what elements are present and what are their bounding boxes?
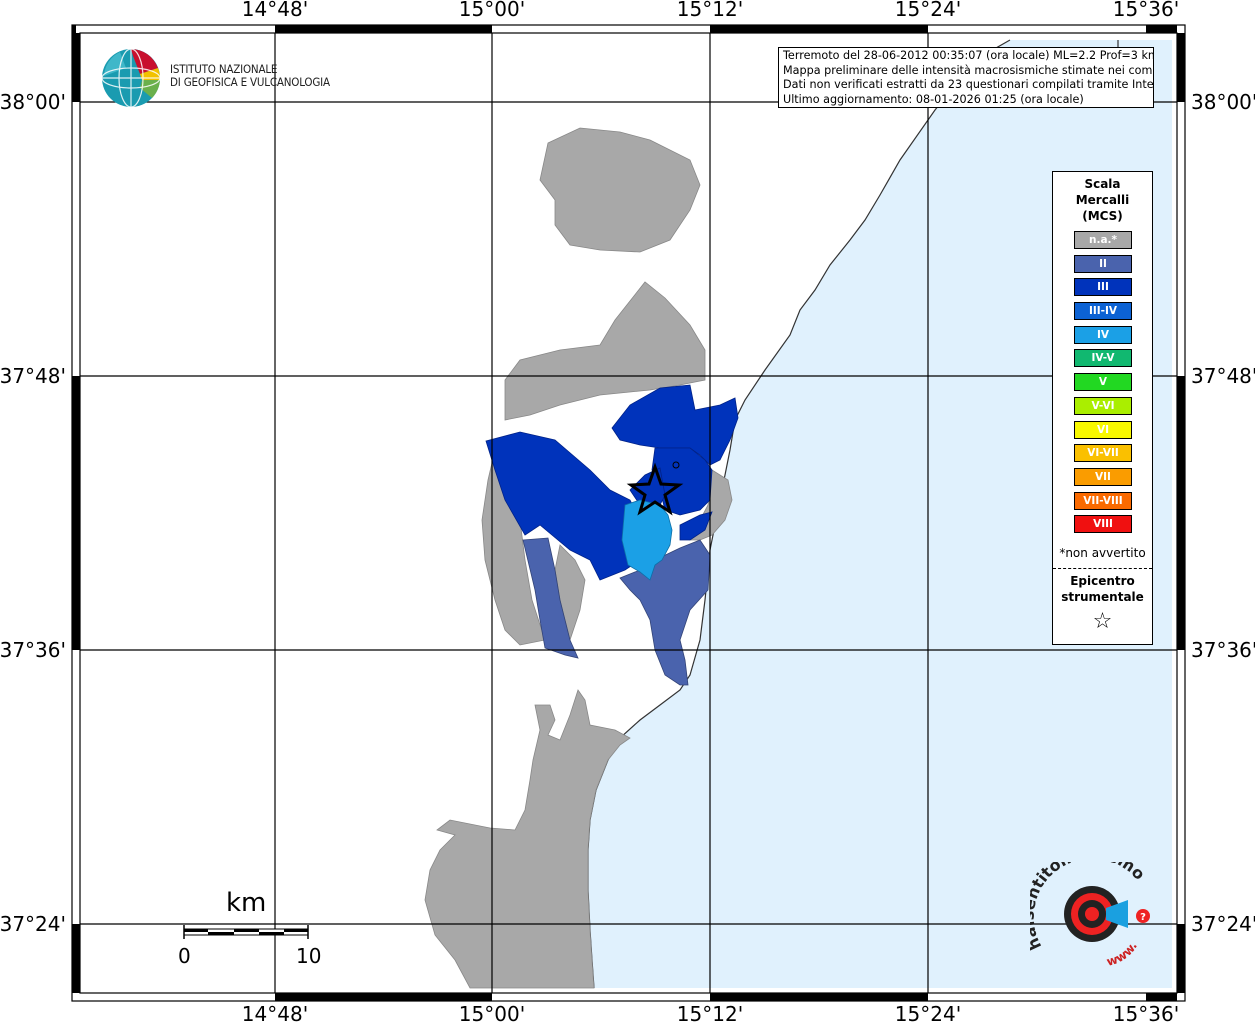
lat-label: 38°00' [1191,90,1255,114]
map-frame [71,24,1186,1002]
legend-items: n.a.* II III III-IV IV IV-V V V-VI VI VI-VII VII VI… [1074,231,1132,539]
legend-item: III [1074,278,1132,297]
svg-text:?: ? [1140,912,1146,923]
lat-label: 38°00' [0,90,66,114]
legend-item: IV [1074,325,1132,344]
legend-item: VII-VIII [1074,491,1132,510]
lat-label: 37°24' [1191,912,1255,936]
lat-label: 37°48' [1191,364,1255,388]
event-info-box: Terremoto del 28-06-2012 00:35:07 (ora l… [778,47,1154,108]
lon-label: 14°48' [242,1002,308,1024]
globe-icon [101,48,161,108]
scale-max: 10 [296,944,322,968]
scale-bar [183,925,309,939]
haisentito-logo-graphic: ? haisentitoilterremoto.it www. [1019,844,1150,969]
legend-title: Scala Mercalli (MCS) [1053,176,1152,224]
legend-item: VI [1074,420,1132,439]
area-iii-strip [679,511,713,541]
legend-separator [1053,568,1152,569]
area-na-south [424,689,631,989]
lat-labels-left: 38°00' 37°48' 37°36' 37°24' [0,90,66,936]
lon-label: 15°12' [677,1002,743,1024]
lon-label: 15°12' [677,0,743,21]
event-info-line: Dati non verificati estratti da 23 quest… [783,78,1154,92]
legend-note: *non avvertito [1059,546,1146,560]
legend-item: II [1074,254,1132,273]
lon-label: 15°36' [1113,1002,1179,1024]
legend-title-line: (MCS) [1082,209,1123,223]
epicenter-legend-line: strumentale [1061,590,1144,604]
lon-labels-bottom: 14°48' 15°00' 15°12' 15°24' 15°36' [242,1002,1179,1024]
event-info-line: Ultimo aggiornamento: 08-01-2026 01:25 (… [783,92,1084,106]
legend-item: V [1074,373,1132,392]
legend-item: VIII [1074,515,1132,534]
epicenter-legend-line: Epicentro [1070,574,1135,588]
legend-item: V-VI [1074,396,1132,415]
lon-label: 15°24' [895,1002,961,1024]
event-info-line: Mappa preliminare delle intensità macros… [783,63,1154,77]
lon-label: 14°48' [242,0,308,21]
epicenter-legend-label: Epicentro strumentale [1053,573,1152,605]
lat-label: 37°48' [0,364,66,388]
haisentito-www: www. [1105,939,1140,969]
lat-label: 37°36' [1191,638,1255,662]
intensity-legend: Scala Mercalli (MCS) n.a.* II III III-IV IV I… [1052,171,1153,645]
area-na-mid [504,281,706,421]
legend-item: III-IV [1074,302,1132,321]
lat-label: 37°36' [0,638,66,662]
area-na-north [539,127,701,253]
legend-item: VII [1074,467,1132,486]
lat-labels-right: 38°00' 37°48' 37°36' 37°24' [1191,90,1255,936]
ingv-logo: ISTITUTO NAZIONALE DI GEOFISICA E VULCAN… [100,46,330,110]
legend-item: n.a.* [1074,231,1132,249]
lon-label: 15°00' [459,0,525,21]
area-iii-north [611,384,739,466]
epicenter-star [626,462,684,516]
logo-line2: DI GEOFISICA E VULCANOLOGIA [170,75,330,89]
graticule [80,33,1177,993]
lon-label: 15°24' [895,0,961,21]
legend-item: VI-VII [1074,444,1132,463]
area-ii-west [522,537,579,659]
legend-title-line: Scala [1084,177,1121,191]
lon-label: 15°36' [1113,0,1179,21]
locality-marker [672,461,680,469]
logo-line1: ISTITUTO NAZIONALE [170,62,278,76]
sea-area [588,40,1172,988]
star-icon: ☆ [1092,609,1113,634]
lon-labels-top: 14°48' 15°00' 15°12' 15°24' 15°36' [242,0,1179,21]
lon-label: 15°00' [459,1002,525,1024]
scale-unit: km [226,888,267,918]
event-info-line: Terremoto del 28-06-2012 00:35:07 (ora l… [783,49,1154,62]
lat-label: 37°24' [0,912,66,936]
haisentito-logo: ? haisentitoilterremoto.it www. [1019,844,1160,972]
scale-min: 0 [178,944,191,968]
legend-title-line: Mercalli [1075,193,1130,207]
legend-item: IV-V [1074,349,1132,368]
